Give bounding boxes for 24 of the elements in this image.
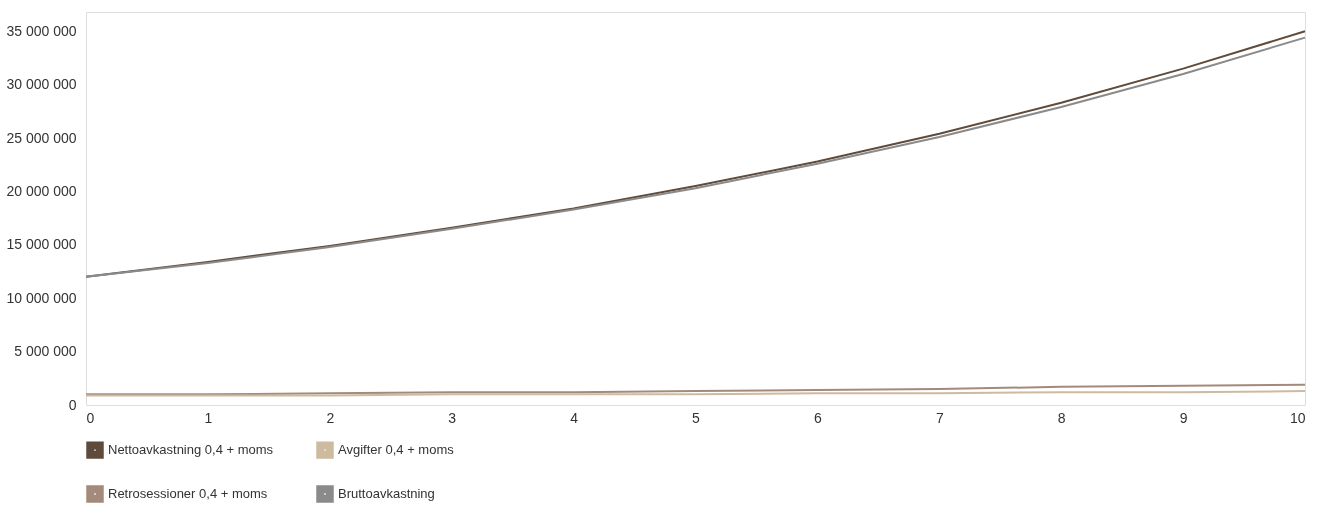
legend-label: Nettoavkastning 0,4 + moms <box>108 442 274 458</box>
y-tick-label: 35 000 000 <box>6 22 77 39</box>
x-tick-label: 3 <box>448 409 457 426</box>
x-tick-label: 9 <box>1179 409 1188 426</box>
y-tick-label: 0 <box>68 396 77 413</box>
x-tick-label: 8 <box>1057 409 1066 426</box>
x-tick-label: 2 <box>326 409 335 426</box>
x-tick-label: 4 <box>570 409 579 426</box>
y-tick-label: 30 000 000 <box>6 76 77 93</box>
legend-label: Avgifter 0,4 + moms <box>338 442 455 458</box>
y-tick-label: 15 000 000 <box>6 236 77 253</box>
x-tick-label: 1 <box>204 409 213 426</box>
x-tick-label: 5 <box>692 409 701 426</box>
x-tick-label: 6 <box>814 409 822 426</box>
x-tick-label: 10 <box>1289 409 1306 426</box>
x-tick-label: 0 <box>86 409 95 426</box>
x-tick-label: 7 <box>935 409 944 426</box>
y-tick-label: 25 000 000 <box>6 129 77 146</box>
legend-label: Retrosessioner 0,4 + moms <box>108 486 268 501</box>
y-tick-label: 5 000 000 <box>14 343 77 360</box>
legend-label: Bruttoavkastning <box>338 486 435 501</box>
y-tick-label: 10 000 000 <box>6 289 77 306</box>
line-series <box>85 383 1306 396</box>
y-tick-label: 20 000 000 <box>6 182 77 199</box>
